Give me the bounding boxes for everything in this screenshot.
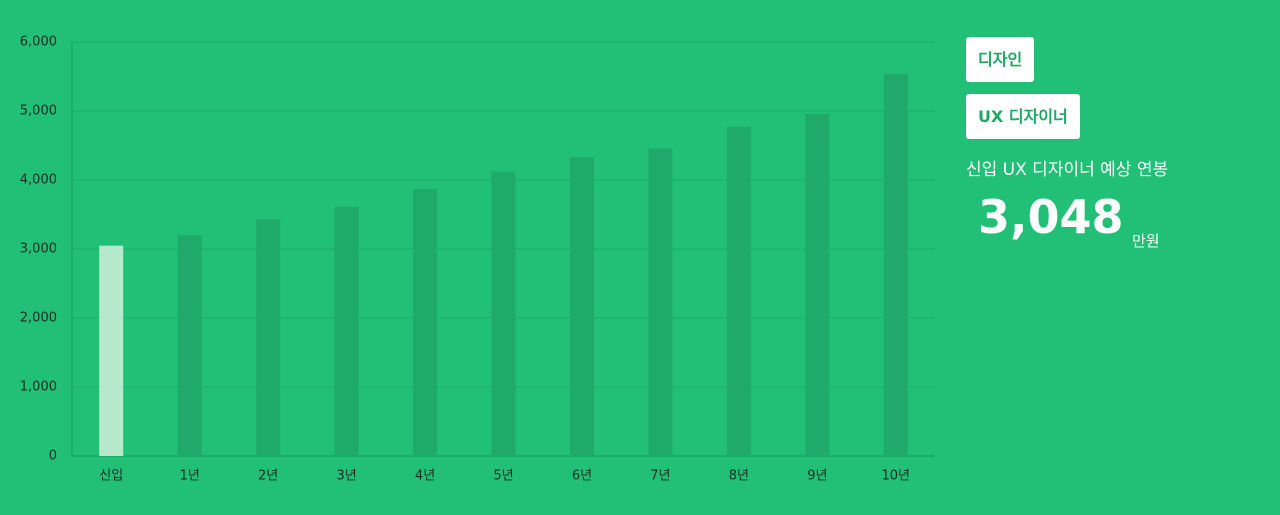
bar	[726, 126, 751, 457]
bar	[99, 245, 124, 456]
y-tick-label: 4,000	[20, 173, 57, 188]
x-tick-label: 9년	[807, 469, 827, 484]
x-tick-label: 7년	[650, 469, 670, 484]
x-tick-label: 신입	[99, 469, 123, 484]
bar	[177, 235, 202, 456]
bar	[883, 73, 908, 457]
x-tick-label: 5년	[493, 469, 513, 484]
y-tick-label: 2,000	[20, 311, 57, 326]
amount: 3,048	[978, 190, 1124, 244]
chart: 0 1,000 2,000 3,000 4,000 5,000 6,000 신입 1년 2년 3년 4…	[20, 35, 935, 484]
bar	[413, 188, 438, 456]
y-tick-label: 3,000	[20, 242, 57, 257]
x-tick-label: 3년	[336, 469, 356, 484]
bar	[805, 113, 830, 456]
y-tick-label: 1,000	[20, 380, 57, 395]
bar	[334, 206, 359, 456]
y-tick-label: 0	[49, 449, 57, 464]
bar	[491, 171, 516, 456]
tag-button[interactable]: 디자인	[966, 37, 1035, 82]
y-tick-label: 5,000	[20, 104, 57, 119]
x-tick-label: 10년	[882, 469, 911, 484]
x-tick-label: 1년	[180, 469, 200, 484]
x-tick-label: 8년	[729, 469, 749, 484]
y-tick-label: 6,000	[20, 35, 57, 50]
x-tick-label: 6년	[572, 469, 592, 484]
x-tick-label: 2년	[258, 469, 278, 484]
bar	[569, 157, 594, 457]
tag-button[interactable]: UX 디자이너	[966, 94, 1080, 139]
bar	[256, 219, 281, 456]
bar	[648, 148, 673, 456]
x-tick-label: 4년	[415, 469, 435, 484]
caption: 신입 UX 디자이너 예상 연봉	[966, 160, 1169, 180]
unit: 만원	[1132, 232, 1160, 250]
